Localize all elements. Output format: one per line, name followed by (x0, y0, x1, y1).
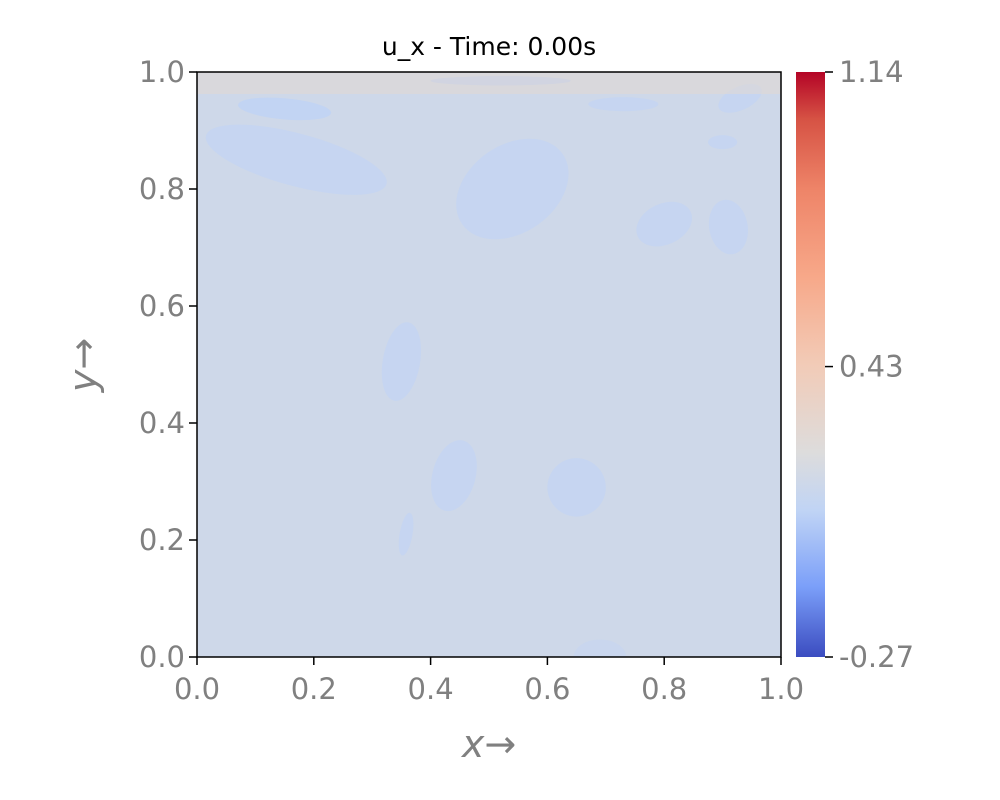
field-feature (573, 639, 627, 657)
x-tick-label: 0.0 (174, 672, 220, 706)
field-feature (238, 97, 332, 121)
field-feature (456, 138, 569, 240)
y-tick-label: 0.8 (139, 172, 185, 206)
x-tick-label: 1.0 (758, 672, 804, 706)
top-wall-band (197, 72, 781, 94)
y-tick-label: 0.2 (139, 523, 185, 557)
chart-title: u_x - Time: 0.00s (382, 32, 596, 61)
field-feature (636, 201, 693, 247)
colorbar-tick-label: 0.43 (839, 350, 904, 384)
field-feature (708, 199, 749, 255)
field-feature (205, 124, 387, 195)
y-tick-label: 0.4 (139, 406, 185, 440)
plot-frame (196, 71, 782, 658)
y-tick-label: 0.0 (139, 640, 185, 674)
field-feature (588, 97, 659, 112)
y-tick-label: 0.6 (139, 289, 185, 323)
colorbar-ticks: 1.14 0.43 -0.27 (825, 55, 914, 674)
field-feature (547, 458, 606, 517)
x-axis: 0.0 0.2 0.4 0.6 0.8 1.0 (174, 657, 804, 706)
x-tick-label: 0.2 (291, 672, 337, 706)
field-feature (431, 440, 477, 512)
field-feature (398, 512, 414, 556)
x-tick-label: 0.6 (524, 672, 570, 706)
y-tick-label: 1.0 (139, 55, 185, 89)
colorbar (796, 72, 825, 657)
field-feature (381, 322, 422, 401)
y-axis-label: y→ (61, 338, 105, 393)
x-axis-label: x→ (461, 722, 516, 766)
x-tick-label: 0.4 (408, 672, 454, 706)
y-axis: 0.0 0.2 0.4 0.6 0.8 1.0 (139, 55, 197, 674)
colorbar-tick-label: 1.14 (839, 55, 904, 89)
colorbar-tick-label: -0.27 (839, 640, 914, 674)
field-feature (708, 135, 738, 150)
x-tick-label: 0.8 (641, 672, 687, 706)
